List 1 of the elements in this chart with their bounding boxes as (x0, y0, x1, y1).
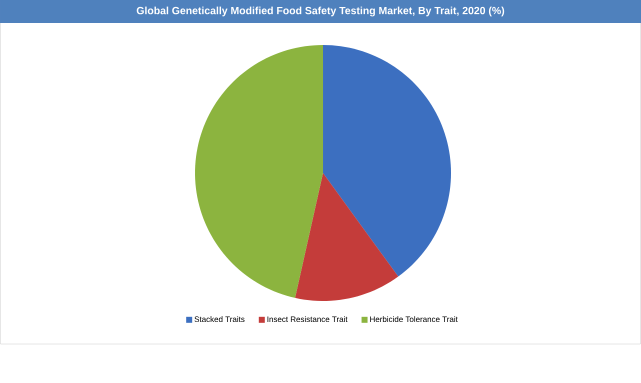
chart-title: Global Genetically Modified Food Safety Testing Market, By Trait, 2020 (%) (136, 6, 504, 16)
